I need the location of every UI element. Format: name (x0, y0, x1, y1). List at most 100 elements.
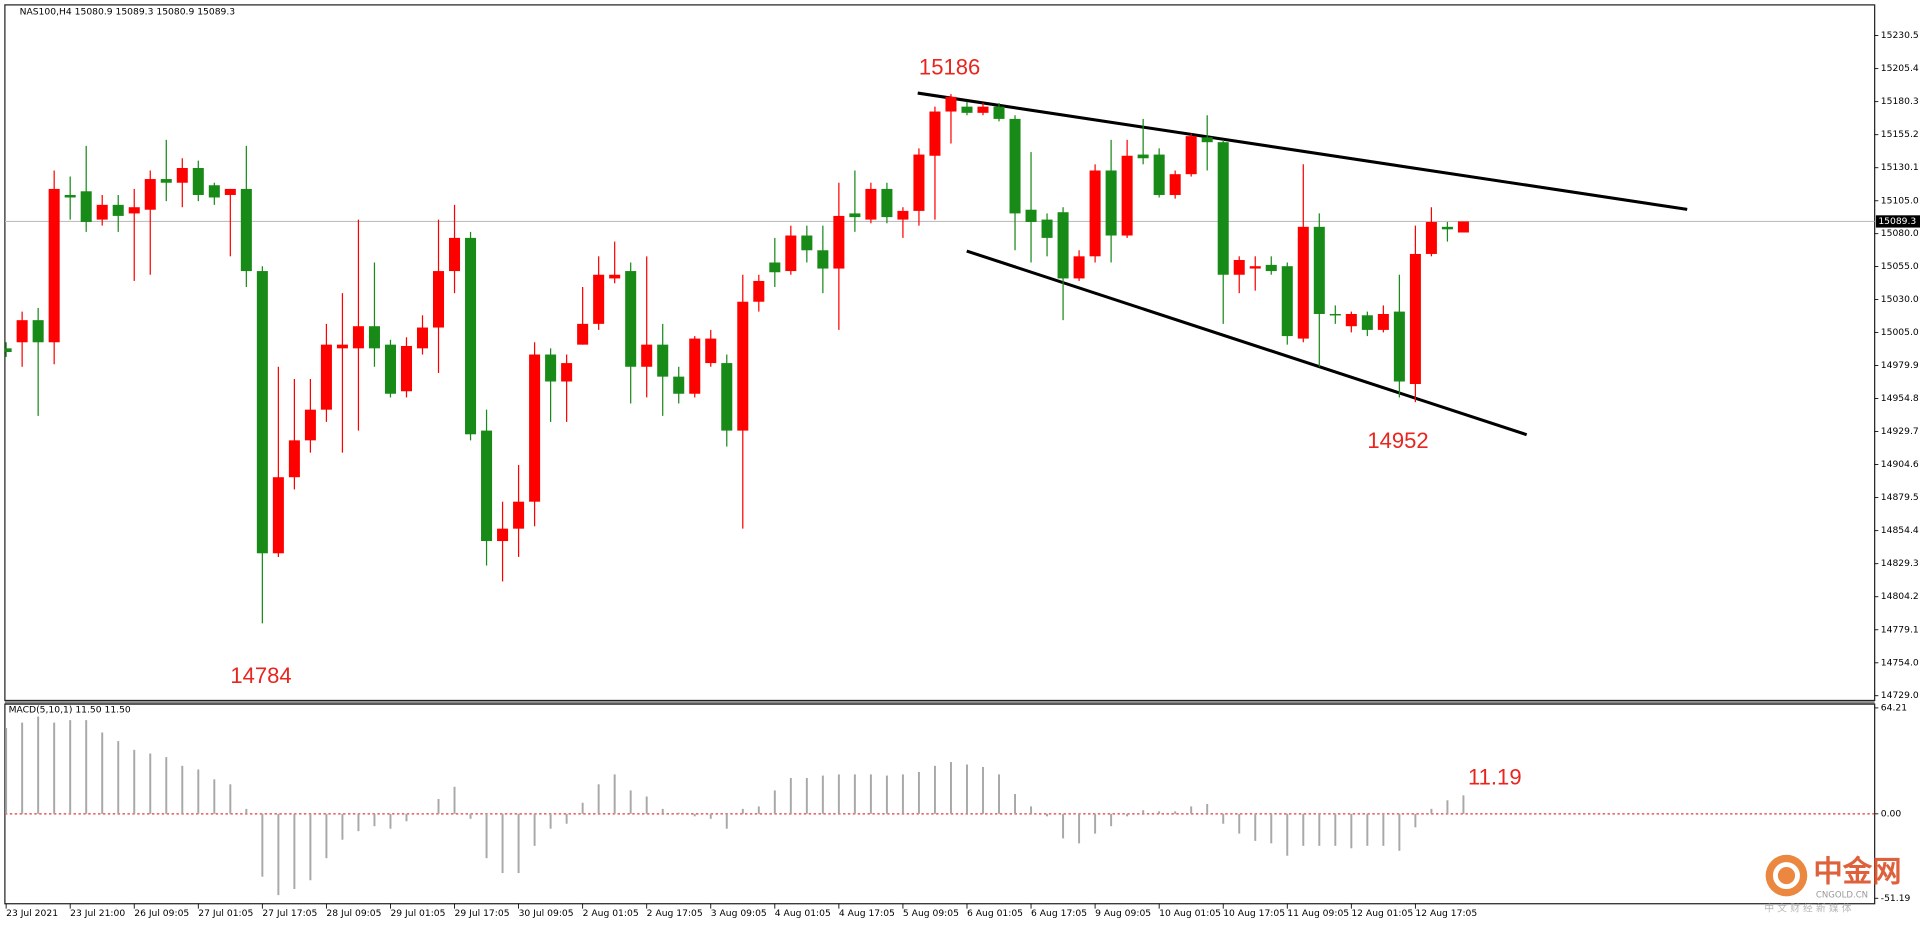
candle-body (673, 376, 685, 394)
candle-body (224, 188, 236, 195)
candle-body (1393, 311, 1405, 382)
candle-body (192, 167, 204, 195)
brand-site: CNGOLD.CN (1816, 891, 1868, 901)
candle-body (1041, 219, 1053, 238)
candle-body (961, 106, 973, 113)
candle-body (1217, 142, 1229, 275)
candle-body (400, 345, 412, 392)
candle-body (817, 250, 829, 269)
x-tick-label: 10 Aug 17:05 (1223, 908, 1285, 919)
candle-body (865, 188, 877, 220)
candle-body (881, 188, 893, 218)
logo-circle (1765, 854, 1808, 897)
watermark: 中金网 CNGOLD.CN 中 文 财 经 新 媒 体 (1764, 855, 1901, 915)
x-tick-label: 11 Aug 09:05 (1287, 908, 1349, 919)
y-tick-label: 14929.7 (1881, 426, 1919, 437)
candle-body (320, 344, 332, 410)
candle-body (1361, 315, 1373, 330)
y-tick-label: 14829.3 (1881, 558, 1919, 569)
y2-tick-label: 64.21 (1881, 702, 1907, 713)
candle-body (625, 271, 637, 367)
candle-body (1281, 266, 1293, 337)
candle-body (208, 185, 220, 198)
candle-body (497, 528, 509, 542)
y-tick-label: 15055.0 (1881, 261, 1919, 272)
candle-body (785, 235, 797, 272)
annotation: 15186 (919, 54, 980, 79)
candle-body (465, 237, 477, 435)
candle-body (545, 354, 557, 382)
x-tick-label: 27 Jul 01:05 (198, 908, 253, 919)
main-panel (4, 4, 1876, 702)
y2-tick-label: 0.00 (1881, 808, 1902, 819)
candle-body (96, 204, 108, 220)
candle-body (48, 188, 60, 343)
x-tick-label: 2 Aug 01:05 (583, 908, 639, 919)
candle-body (929, 111, 941, 156)
x-tick-label: 5 Aug 09:05 (903, 908, 959, 919)
macd-panel (4, 703, 1876, 905)
candle-body (1153, 154, 1165, 195)
candle-body (1457, 221, 1469, 233)
candle-body (368, 326, 380, 349)
y-tick-label: 14779.1 (1881, 624, 1919, 635)
candle-body (80, 191, 92, 222)
y-tick-label: 14904.6 (1881, 459, 1919, 470)
candle-body (945, 96, 957, 112)
y-tick-label: 15080.0 (1881, 228, 1919, 239)
candle-body (16, 320, 28, 343)
candle-body (1073, 256, 1085, 279)
candle-body (1409, 253, 1421, 385)
y2-tick-label: -51.19 (1881, 893, 1911, 904)
candle-body (737, 301, 749, 431)
candle-body (481, 430, 493, 542)
x-tick-label: 23 Jul 21:00 (70, 908, 125, 919)
annotation: 14952 (1367, 428, 1428, 453)
trendline-lower (966, 249, 1528, 437)
x-tick-label: 27 Jul 17:05 (262, 908, 317, 919)
brand: 中金网 (1813, 855, 1901, 889)
y-tick-label: 15205.4 (1881, 63, 1919, 74)
x-tick-label: 4 Aug 17:05 (839, 908, 895, 919)
x-tick-label: 12 Aug 01:05 (1351, 908, 1413, 919)
y-tick-label: 14879.5 (1881, 492, 1919, 503)
logo-ring (1772, 862, 1800, 890)
x-tick-label: 2 Aug 17:05 (647, 908, 703, 919)
candle-body (1249, 266, 1261, 269)
y-tick-label: 15130.1 (1881, 162, 1919, 173)
y-tick-label: 15155.2 (1881, 129, 1919, 140)
candle-body (1297, 226, 1309, 339)
last-price-box (1875, 215, 1920, 228)
candle-body (833, 215, 845, 269)
y-tick-label: 15005.0 (1881, 327, 1919, 338)
candle-body (913, 154, 925, 211)
chart-title: NAS100,H4 15080.9 15089.3 15080.9 15089.… (20, 7, 236, 18)
candle-body (993, 106, 1005, 119)
price-plot (4, 91, 1875, 624)
candle-body (753, 280, 765, 302)
x-tick-label: 28 Jul 09:05 (326, 908, 381, 919)
candle-body (304, 409, 316, 441)
trendline-upper (917, 91, 1688, 211)
candle-body (1265, 264, 1277, 272)
candle-body (721, 363, 733, 431)
candle-body (240, 188, 252, 272)
indicator-title: MACD(5,10,1) 11.50 11.50 (9, 705, 131, 716)
candle-body (1313, 226, 1325, 314)
candle-body (1169, 174, 1181, 195)
x-tick-label: 26 Jul 09:05 (134, 908, 189, 919)
annotation: 11.19 (1468, 765, 1522, 790)
x-tick-label: 12 Aug 17:05 (1415, 908, 1477, 919)
candle-body (1233, 260, 1245, 275)
candle-body (1425, 221, 1437, 254)
brand-slogan: 中 文 财 经 新 媒 体 (1764, 902, 1851, 915)
candle-body (801, 235, 813, 251)
candle-body (513, 501, 525, 529)
candle-body (689, 338, 701, 394)
candle-body (416, 327, 429, 349)
y-tick-label: 15230.5 (1881, 30, 1919, 41)
candle-body (449, 237, 461, 272)
candle-body (352, 326, 364, 349)
